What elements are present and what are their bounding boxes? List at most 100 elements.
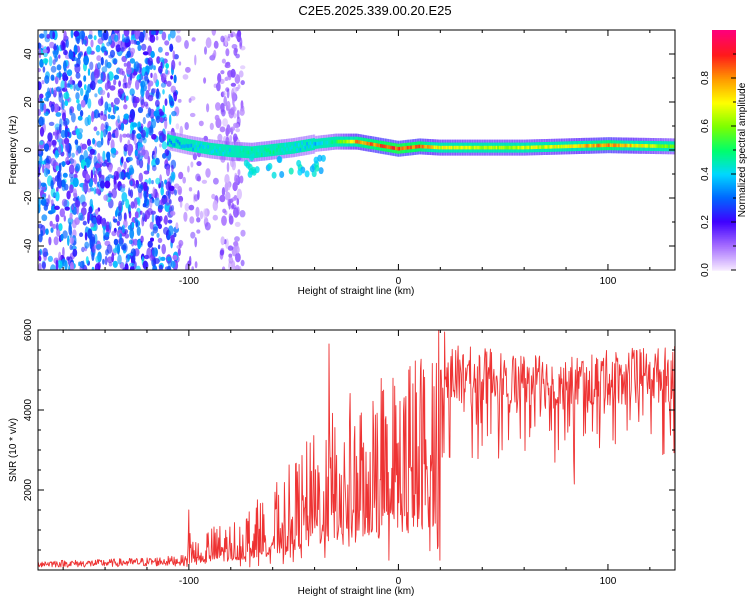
spectrogram-cell xyxy=(66,69,73,77)
spectrogram-lump xyxy=(251,168,257,176)
ridge-core xyxy=(219,146,222,151)
spectrogram-cell xyxy=(65,39,69,48)
spectrogram-cell xyxy=(193,194,199,202)
spectrogram-cell xyxy=(128,164,134,174)
spectrogram-cell xyxy=(93,170,97,178)
ridge-core xyxy=(611,143,614,148)
ridge-core xyxy=(500,145,503,150)
spectrogram-cell xyxy=(160,187,164,196)
colorbar-swatch xyxy=(712,94,736,97)
spectrogram-cell xyxy=(90,169,94,181)
spectrogram-cell xyxy=(154,197,160,207)
colorbar-swatch xyxy=(712,194,736,197)
spectrogram-cell xyxy=(72,248,78,257)
spectrogram-cell xyxy=(54,205,60,210)
spectrogram-cell xyxy=(151,213,155,223)
colorbar-swatch xyxy=(712,138,736,141)
spectrogram-cell xyxy=(113,79,117,86)
spectrogram-cell xyxy=(175,222,179,230)
spectrogram-cell xyxy=(175,123,180,130)
ridge-core xyxy=(514,145,517,150)
spectrogram-cell xyxy=(39,140,44,146)
colorbar-swatch xyxy=(712,178,736,181)
spectrogram-cell xyxy=(50,227,54,233)
colorbar-swatch xyxy=(712,174,736,177)
colorbar-swatch xyxy=(712,148,736,151)
spectrogram-cell xyxy=(164,98,168,106)
ridge-core xyxy=(406,145,409,150)
ridge-core xyxy=(168,138,171,143)
spectrogram-cell xyxy=(93,186,97,195)
spectrogram-cell xyxy=(234,245,240,254)
ridge-core xyxy=(413,145,416,149)
ridge-core xyxy=(282,150,285,155)
spectrogram-cell xyxy=(92,138,96,145)
spectrogram-cell xyxy=(159,117,164,123)
ridge-core xyxy=(470,145,473,150)
ridge-core xyxy=(438,145,441,150)
ridge-core xyxy=(552,145,555,149)
ridge-band xyxy=(180,137,183,150)
ridge-core xyxy=(475,145,478,150)
colorbar-swatch xyxy=(712,72,736,75)
spectrogram-cell xyxy=(140,80,146,88)
spectrogram-cell xyxy=(232,181,238,192)
spectrogram-cell xyxy=(191,266,194,270)
spectrogram-cell xyxy=(150,237,154,242)
spectrogram-cell xyxy=(149,198,153,209)
snr-line xyxy=(38,330,675,568)
ridge-core xyxy=(435,145,438,150)
spectrogram-cell xyxy=(211,30,217,36)
spectrogram-cell xyxy=(209,122,214,130)
spectrogram-cell xyxy=(39,101,44,112)
spectrogram-cell xyxy=(185,66,191,73)
ridge-band xyxy=(175,136,178,149)
spectrogram-cell xyxy=(106,73,110,84)
ridge-core xyxy=(478,145,482,150)
spectrogram-cell xyxy=(57,133,62,140)
colorbar-swatch xyxy=(712,90,736,93)
colorbar-swatch xyxy=(712,46,736,49)
ridge-core xyxy=(432,145,435,149)
ridge-core xyxy=(512,145,515,150)
spectrogram-cell xyxy=(123,143,129,152)
spectrogram-cell xyxy=(125,95,129,101)
colorbar-swatch xyxy=(712,182,736,185)
ridge-core xyxy=(187,144,190,148)
ridge-core xyxy=(180,144,183,149)
spectrogram-cell xyxy=(81,246,85,253)
ridge-core xyxy=(525,145,528,150)
ridge-core xyxy=(557,144,560,149)
spectrogram-cell xyxy=(215,102,221,111)
spectrogram-cell xyxy=(46,33,51,39)
colorbar-swatch xyxy=(712,234,736,237)
spectrogram-cell xyxy=(159,143,162,148)
spectrogram-cell xyxy=(94,93,98,98)
spectrogram-cell xyxy=(233,241,239,247)
spectrogram-cell xyxy=(138,79,141,84)
colorbar-swatch xyxy=(712,256,736,259)
spectrogram-cell xyxy=(82,181,89,193)
spectrogram-cell xyxy=(64,100,69,107)
colorbar-swatch xyxy=(712,42,736,45)
spectrogram-cell xyxy=(79,260,85,269)
ridge-core xyxy=(462,145,465,150)
spectrogram-cell xyxy=(145,89,150,100)
spectrogram-cell xyxy=(170,100,175,107)
spectrogram-cell xyxy=(39,58,44,68)
spectrogram-cell xyxy=(69,212,73,220)
ridge-band xyxy=(262,145,265,158)
spectrogram-cell xyxy=(96,130,100,136)
ridge-core xyxy=(623,143,626,148)
spectrogram-cell xyxy=(165,68,169,75)
spectrogram-cell xyxy=(117,115,120,124)
spectrogram-cell xyxy=(133,238,139,246)
spectrogram-cell xyxy=(38,250,41,258)
ridge-core xyxy=(391,146,394,150)
spectrogram-cell xyxy=(213,177,219,185)
spectrogram-cell xyxy=(119,47,126,52)
ridge-core xyxy=(544,145,547,149)
ridge-core xyxy=(487,145,490,150)
spectrogram-cell xyxy=(225,238,229,249)
spectrogram-cell xyxy=(125,198,130,209)
